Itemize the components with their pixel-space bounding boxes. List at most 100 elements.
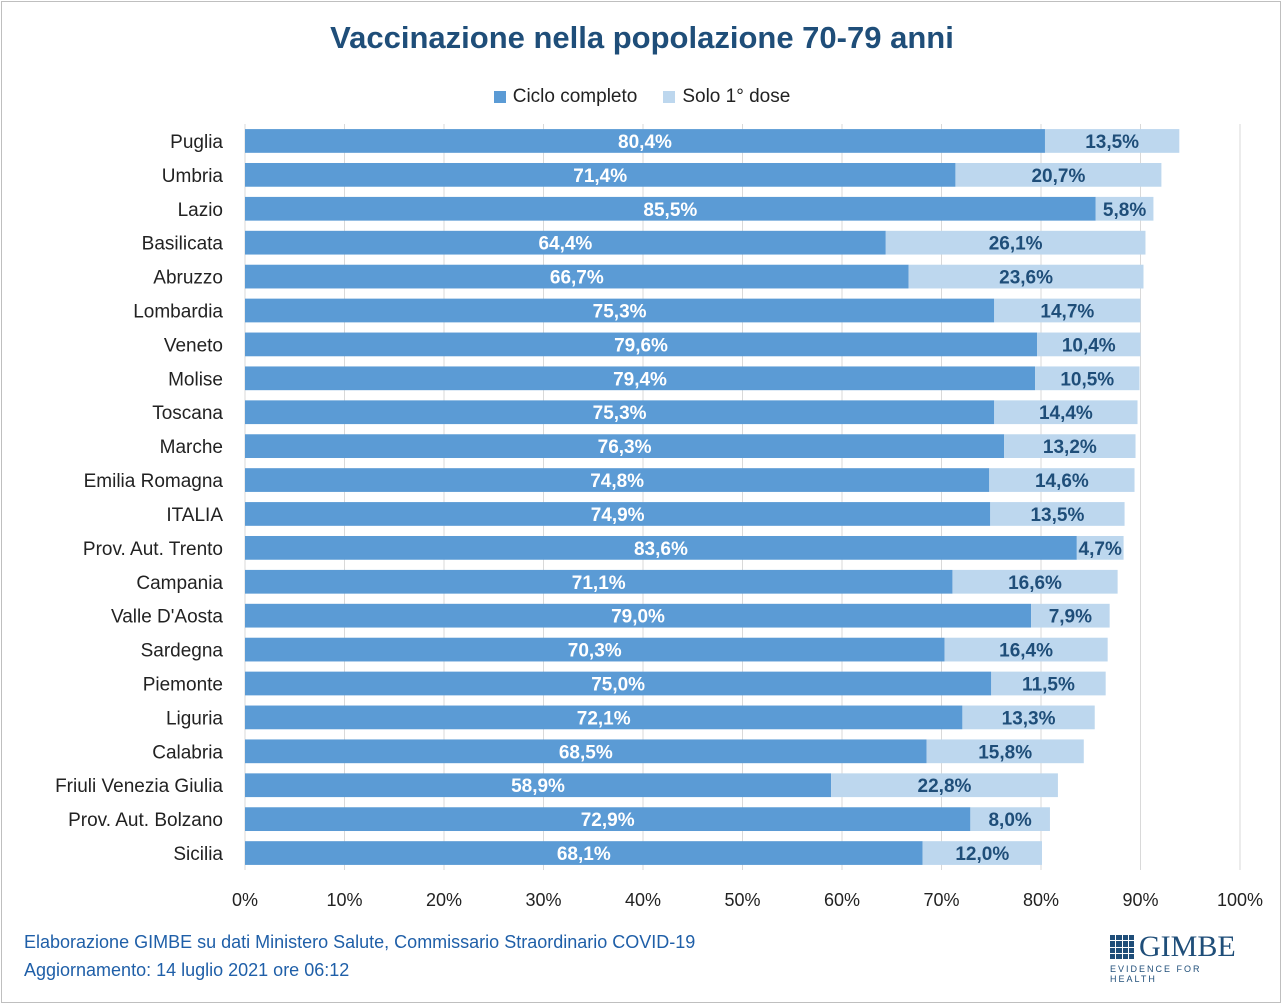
bar-ciclo-completo (245, 807, 971, 832)
bar-solo-prima-dose (831, 773, 1058, 798)
legend-label-solo-prima-dose: Solo 1° dose (682, 86, 791, 107)
data-label-ciclo-completo: 68,1% (557, 844, 611, 865)
bar-ciclo-completo (245, 332, 1038, 357)
x-tick-label: 10% (326, 890, 362, 910)
bar-solo-prima-dose (989, 468, 1135, 492)
data-label-solo-prima-dose: 10,4% (1062, 335, 1116, 356)
data-label-solo-prima-dose: 26,1% (989, 234, 1043, 255)
data-label-ciclo-completo: 75,3% (593, 302, 647, 323)
bar-ciclo-completo (245, 535, 1077, 560)
data-label-ciclo-completo: 79,6% (614, 335, 668, 356)
bar-solo-prima-dose (991, 671, 1106, 696)
bar-ciclo-completo (245, 196, 1096, 221)
bar-solo-prima-dose (908, 264, 1144, 289)
data-label-ciclo-completo: 75,0% (591, 675, 645, 696)
bar-solo-prima-dose (1044, 129, 1180, 153)
logo-name: GIMBE (1139, 930, 1236, 963)
legend-item-solo-prima-dose: Solo 1° dose (663, 86, 790, 108)
bar-solo-prima-dose (994, 298, 1141, 323)
bar-ciclo-completo (245, 434, 1005, 459)
data-label-solo-prima-dose: 14,4% (1039, 403, 1093, 424)
bar-ciclo-completo (245, 230, 886, 255)
data-label-solo-prima-dose: 16,4% (999, 641, 1053, 662)
bar-ciclo-completo (245, 705, 963, 730)
bar-solo-prima-dose (955, 162, 1162, 187)
data-label-ciclo-completo: 64,4% (538, 234, 592, 255)
data-label-solo-prima-dose: 15,8% (978, 742, 1032, 763)
x-tick-label: 50% (724, 890, 760, 910)
bar-ciclo-completo (245, 129, 1045, 153)
data-label-solo-prima-dose: 11,5% (1022, 675, 1075, 696)
bar-solo-prima-dose (970, 807, 1050, 832)
bar-solo-prima-dose (922, 841, 1042, 865)
x-tick-label: 100% (1217, 890, 1263, 910)
data-label-solo-prima-dose: 14,7% (1040, 302, 1094, 323)
data-label-ciclo-completo: 58,9% (511, 776, 565, 797)
data-label-ciclo-completo: 85,5% (643, 200, 697, 221)
category-label: Campania (136, 573, 223, 594)
bar-solo-prima-dose (1076, 535, 1124, 560)
grid-logo-icon (1110, 935, 1134, 959)
category-label: Emilia Romagna (84, 471, 224, 492)
category-label: Liguria (166, 708, 223, 729)
bar-ciclo-completo (245, 298, 995, 323)
bar-ciclo-completo (245, 671, 992, 696)
bar-ciclo-completo (245, 502, 991, 526)
data-label-solo-prima-dose: 20,7% (1031, 166, 1085, 187)
x-tick-label: 80% (1023, 890, 1059, 910)
data-label-solo-prima-dose: 13,2% (1043, 437, 1097, 458)
data-label-ciclo-completo: 75,3% (593, 403, 647, 424)
bar-solo-prima-dose (944, 637, 1108, 662)
data-label-ciclo-completo: 71,1% (572, 573, 626, 594)
data-label-ciclo-completo: 76,3% (598, 437, 652, 458)
gimbe-logo: GIMBE EVIDENCE FOR HEALTH (1110, 932, 1245, 984)
category-label: Toscana (152, 403, 223, 424)
x-tick-label: 40% (625, 890, 661, 910)
legend: Ciclo completo Solo 1° dose (0, 86, 1284, 108)
bar-ciclo-completo (245, 162, 956, 187)
category-label: Prov. Aut. Trento (83, 539, 223, 560)
category-label: Sicilia (173, 844, 223, 865)
data-label-solo-prima-dose: 16,6% (1008, 573, 1062, 594)
bar-ciclo-completo (245, 400, 995, 425)
bar-solo-prima-dose (952, 569, 1118, 594)
x-tick-label: 60% (824, 890, 860, 910)
data-label-solo-prima-dose: 13,5% (1030, 505, 1084, 526)
category-label: Piemonte (143, 675, 223, 696)
category-label: Veneto (164, 335, 223, 356)
data-label-ciclo-completo: 72,9% (581, 810, 635, 831)
bar-ciclo-completo (245, 366, 1036, 391)
logo-tagline: EVIDENCE FOR HEALTH (1110, 964, 1202, 984)
data-label-solo-prima-dose: 4,7% (1079, 539, 1122, 560)
data-label-solo-prima-dose: 7,9% (1049, 607, 1092, 628)
data-label-solo-prima-dose: 8,0% (988, 810, 1031, 831)
bar-solo-prima-dose (962, 705, 1095, 730)
x-tick-label: 70% (923, 890, 959, 910)
category-label: Valle D'Aosta (111, 607, 223, 628)
x-tick-label: 30% (525, 890, 561, 910)
bar-solo-prima-dose (885, 230, 1146, 255)
footer-source: Elaborazione GIMBE su dati Ministero Sal… (24, 932, 696, 952)
bar-ciclo-completo (245, 773, 832, 798)
bar-ciclo-completo (245, 468, 990, 492)
bar-solo-prima-dose (1031, 603, 1110, 628)
category-label: Umbria (162, 166, 224, 187)
footer-update: Aggiornamento: 14 luglio 2021 ore 06:12 (24, 960, 350, 980)
data-label-ciclo-completo: 80,4% (618, 132, 672, 153)
category-label: Lazio (178, 200, 223, 221)
data-label-ciclo-completo: 71,4% (573, 166, 627, 187)
category-label: Calabria (152, 742, 223, 763)
bar-solo-prima-dose (1004, 434, 1136, 459)
legend-item-ciclo-completo: Ciclo completo (493, 86, 637, 108)
bar-ciclo-completo (245, 637, 945, 662)
bar-ciclo-completo (245, 569, 953, 594)
category-label: Lombardia (133, 302, 223, 323)
bar-solo-prima-dose (1037, 332, 1141, 357)
data-label-ciclo-completo: 83,6% (634, 539, 688, 560)
data-label-solo-prima-dose: 12,0% (955, 844, 1009, 865)
data-label-ciclo-completo: 74,8% (590, 471, 644, 492)
bar-solo-prima-dose (994, 400, 1138, 425)
chart-title: Vaccinazione nella popolazione 70-79 ann… (330, 20, 954, 55)
